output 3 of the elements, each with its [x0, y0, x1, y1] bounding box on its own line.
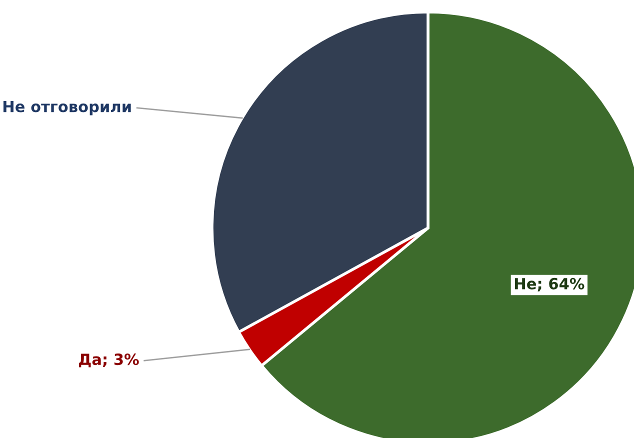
slice-label: Да; 3%	[78, 354, 139, 368]
slice-label: Не отговорили	[3, 100, 131, 116]
slice-label: Не; 64%	[515, 278, 584, 292]
